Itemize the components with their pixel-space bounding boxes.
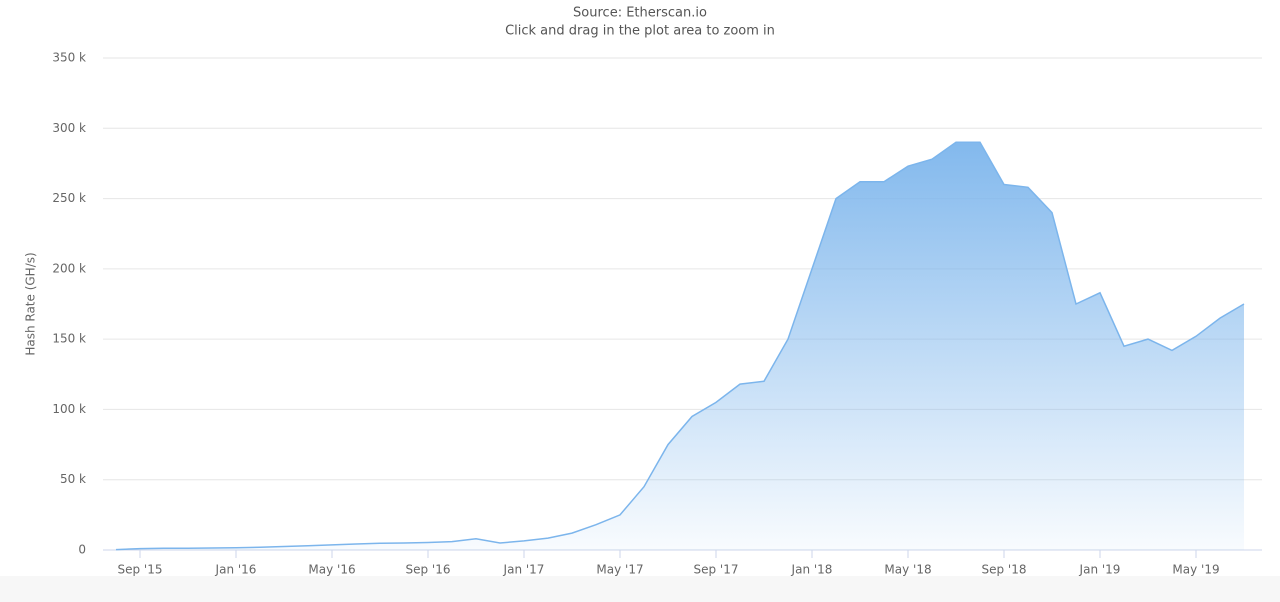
x-tick-label: Jan '17 xyxy=(503,563,545,577)
footer-band xyxy=(0,576,1280,602)
y-tick-label: 250 k xyxy=(52,191,86,205)
x-tick-label: Sep '15 xyxy=(118,563,163,577)
x-tick-label: Jan '19 xyxy=(1079,563,1121,577)
y-tick-label: 300 k xyxy=(52,121,86,135)
caption: Click and drag in the plot area to zoom … xyxy=(505,24,775,39)
area-line xyxy=(115,141,1245,551)
y-axis-label: Hash Rate (GH/s) xyxy=(24,252,38,355)
y-tick-label: 200 k xyxy=(52,261,86,275)
subtitle: Source: Etherscan.io xyxy=(573,6,707,21)
area-fill xyxy=(116,142,1244,551)
x-tick-label: Sep '16 xyxy=(406,563,451,577)
y-tick-label: 350 k xyxy=(52,51,86,65)
x-tick-label: May '16 xyxy=(308,563,355,577)
x-tick-label: May '18 xyxy=(884,563,931,577)
y-tick-label: 50 k xyxy=(60,472,86,486)
x-tick-label: Sep '18 xyxy=(982,563,1027,577)
x-tick-label: May '19 xyxy=(1172,563,1219,577)
y-tick-label: 150 k xyxy=(52,332,86,346)
y-tick-label: 0 xyxy=(78,543,86,557)
x-tick-label: Jan '18 xyxy=(791,563,833,577)
x-tick-label: Jan '16 xyxy=(215,563,257,577)
x-tick-label: May '17 xyxy=(596,563,643,577)
y-tick-label: 100 k xyxy=(52,402,86,416)
x-tick-label: Sep '17 xyxy=(694,563,739,577)
